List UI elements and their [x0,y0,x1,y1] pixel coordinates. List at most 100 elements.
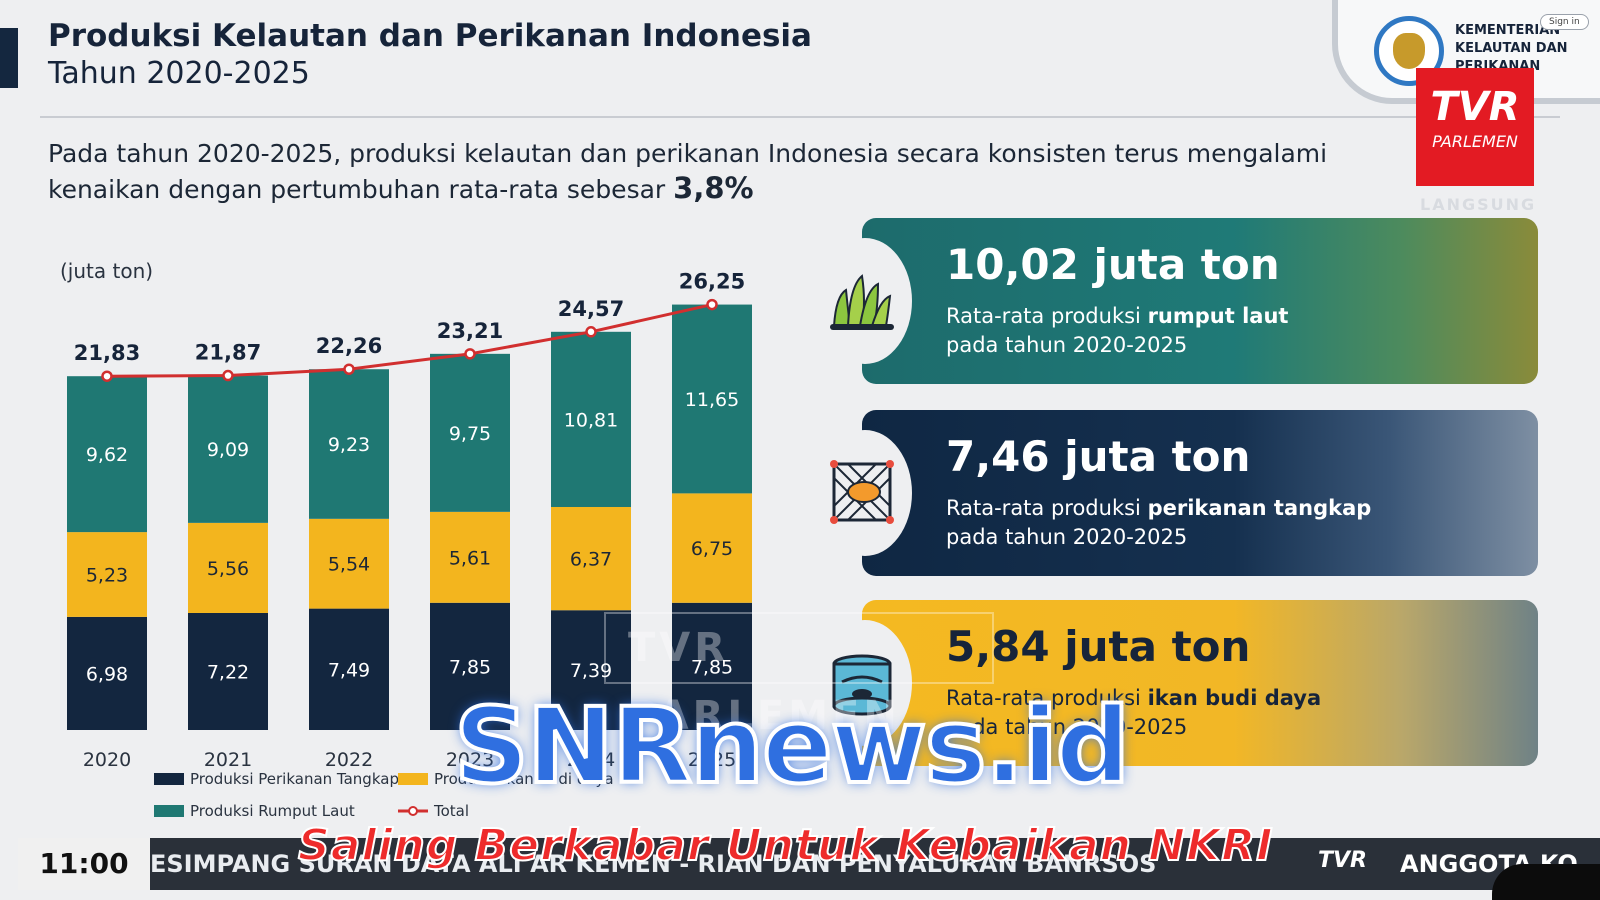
card-desc-suffix: pada tahun 2020-2025 [946,333,1188,357]
total-line [106,303,713,378]
intro-sentence: Pada tahun 2020-2025, produksi kelautan … [48,139,1328,204]
total-value-label: 21,87 [195,341,261,365]
channel-logo: TVR PARLEMEN [1416,68,1534,186]
card-desc-bold: rumput laut [1147,304,1289,328]
legend-label: Total [433,802,469,820]
card-desc-prefix: Rata-rata produksi [946,496,1141,520]
card-desc-prefix: Rata-rata produksi [946,686,1141,710]
legend-swatch [398,773,428,785]
bar-segment [672,304,752,494]
unit-label: (juta ton) [60,259,153,283]
bar-value-label: 5,54 [328,554,370,576]
watermark-overlay: TVR PARLEMEN [604,612,994,739]
card-description: Rata-rata produksi perikanan tangkap pad… [946,494,1371,552]
bar-segment [309,369,389,519]
page-title: Produksi Kelautan dan Perikanan Indonesi… [48,18,812,54]
news-ticker: ESIMPANG SURAN DATA ALI AR KEMEN - RIAN … [150,850,1157,878]
card-desc-prefix: Rata-rata produksi [946,304,1141,328]
bar-value-label: 7,85 [691,656,733,678]
bar-segment [551,331,631,507]
x-tick-label: 2020 [83,749,131,771]
x-tick-label: 2024 [567,749,615,771]
bar-segment [672,493,752,603]
page-subtitle: Tahun 2020-2025 [48,56,310,91]
fish-pond-icon [832,654,892,716]
legend-swatch [154,773,184,785]
seaweed-icon [830,274,894,330]
bar-value-label: 7,85 [449,656,491,678]
bar-value-label: 10,81 [564,409,618,431]
corner-tab [1492,864,1600,900]
x-tick-label: 2025 [688,749,736,771]
bar-value-label: 6,98 [86,663,128,685]
intro-text: Pada tahun 2020-2025, produksi kelautan … [48,136,1418,207]
total-value-label: 23,21 [437,319,503,343]
card-ikan-budi-daya: 5,84 juta ton Rata-rata produksi ikan bu… [862,600,1538,766]
card-perikanan-tangkap: 7,46 juta ton Rata-rata produksi perikan… [862,410,1538,576]
clock: 11:00 [18,838,150,890]
bar-segment [67,532,147,617]
x-tick-label: 2021 [204,749,252,771]
card-value: 5,84 juta ton [946,622,1251,671]
bar-value-label: 5,23 [86,564,128,586]
legend-swatch-point [408,806,418,816]
bar-segment [551,610,631,730]
legend-label: Produksi Perikanan Tangkap [190,770,399,788]
production-stacked-bar-chart: (juta ton) 6,98 5,23 9,62 2020 7,22 5,56 9,09 20… [60,259,752,820]
total-point [222,369,234,382]
x-tick-label: 2022 [325,749,373,771]
total-point [464,348,476,360]
bar-value-label: 9,23 [328,434,370,456]
bar-value-label: 6,75 [691,538,733,560]
bar-segment [309,608,389,730]
legend-swatch [154,805,184,817]
bar-segment [188,522,268,613]
bar-value-label: 9,09 [207,439,249,461]
bar-segment [188,375,268,523]
intro-growth-value: 3,8% [673,171,754,205]
bar-segment [551,506,631,611]
live-label: LANGSUNG [1420,195,1537,214]
bar-value-label: 5,61 [449,547,491,569]
total-value-label: 24,57 [558,297,624,321]
card-desc-suffix: pada tahun 2020-2025 [946,715,1188,739]
card-desc-bold: ikan budi daya [1147,686,1322,710]
card-description: Rata-rata produksi ikan budi daya pada t… [946,684,1321,742]
bar-segment [188,612,268,730]
total-point [585,326,597,338]
total-point [101,370,113,382]
bar-value-label: 7,39 [570,660,612,682]
ticker-channel-logo: TVR [1318,848,1367,873]
sign-in-button[interactable]: Sign in [1540,14,1589,30]
bar-segment [430,602,510,730]
card-value: 7,46 juta ton [946,432,1251,481]
bar-segment [430,353,510,512]
card-rumput-laut: 10,02 juta ton Rata-rata produksi rumput… [862,218,1538,384]
total-value-label: 22,26 [316,334,382,358]
bar-segment [67,376,147,533]
bar-value-label: 5,56 [207,558,249,580]
total-point [706,298,718,311]
channel-logo-brand: TVR [1430,84,1520,130]
legend-label: Produksi Rumput Laut [190,802,355,820]
title-divider [40,116,1560,118]
ticker-bar [18,838,1600,890]
x-tick-label: 2023 [446,749,494,771]
bar-value-label: 11,65 [685,389,739,411]
card-notch [818,238,912,364]
watermark-site: SNRnews.id [452,684,1132,808]
card-value: 10,02 juta ton [946,240,1280,289]
card-desc-suffix: pada tahun 2020-2025 [946,525,1188,549]
watermark-tagline: Saling Berkabar Untuk Kebaikan NKRI [297,819,1274,872]
total-value-label: 21,83 [74,341,140,365]
title-accent-bar [0,28,18,88]
bar-value-label: 9,75 [449,423,491,445]
card-desc-bold: perikanan tangkap [1147,496,1372,520]
fishing-net-icon [830,460,894,524]
total-value-label: 26,25 [679,270,745,294]
legend-label: Produksi Ikan Budi daya [434,770,614,788]
bar-segment [672,602,752,730]
bar-value-label: 7,49 [328,659,370,681]
bar-segment [67,616,147,730]
card-description: Rata-rata produksi rumput laut pada tahu… [946,302,1288,360]
